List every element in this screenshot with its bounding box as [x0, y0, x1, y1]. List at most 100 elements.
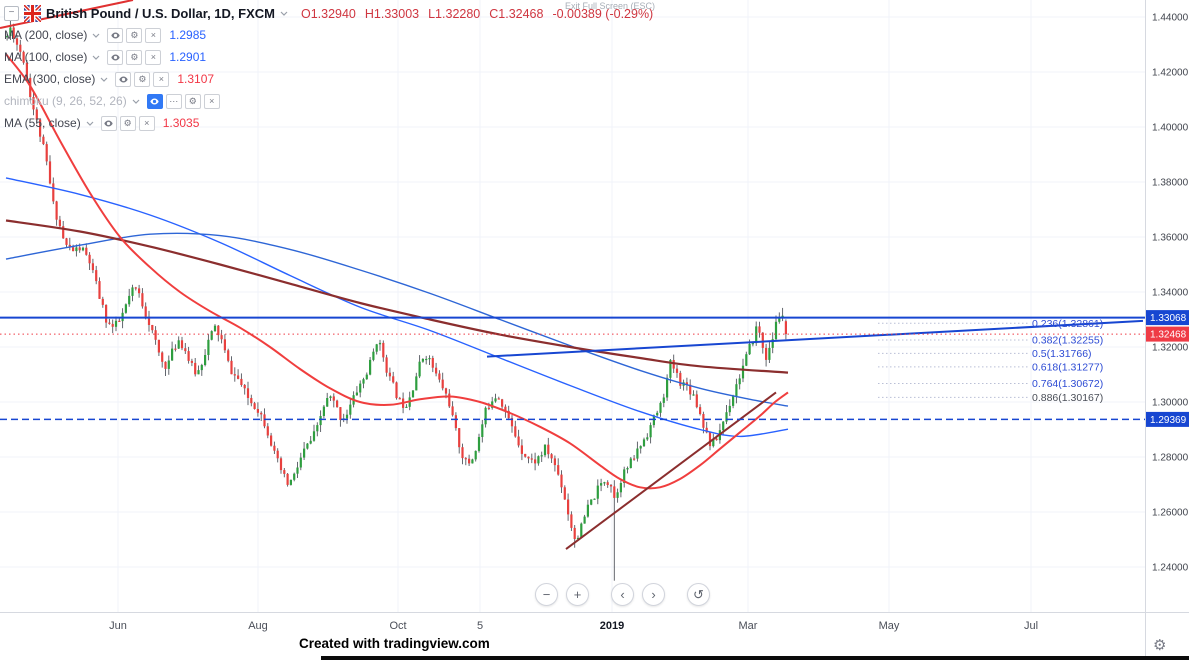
svg-text:Aug: Aug — [248, 620, 268, 632]
visibility-eye-icon[interactable] — [100, 115, 117, 131]
low-value: L1.32280 — [428, 6, 481, 21]
indicator-row-ema300: EMA (300, close) ⚙ × 1.3107 — [4, 68, 653, 90]
svg-text:1.30000: 1.30000 — [1152, 398, 1189, 409]
visibility-eye-icon[interactable] — [107, 49, 124, 65]
svg-text:1.24000: 1.24000 — [1152, 563, 1189, 574]
svg-text:1.26000: 1.26000 — [1152, 508, 1189, 519]
ma-100-line[interactable] — [5, 177, 789, 438]
zoom-out-button[interactable]: − — [535, 583, 558, 606]
settings-gear-icon[interactable]: ⚙ — [126, 27, 143, 43]
exit-fullscreen-hint[interactable]: Exit Full Screen (ESC) — [564, 1, 656, 11]
svg-text:1.44000: 1.44000 — [1152, 13, 1189, 24]
bottom-black-bar — [321, 656, 1189, 660]
symbol-title[interactable]: British Pound / U.S. Dollar, 1D, FXCM — [46, 6, 275, 21]
collapse-legend-button[interactable]: − — [4, 6, 19, 21]
svg-text:Jul: Jul — [1024, 620, 1038, 632]
indicator-row-ichimoku: chimoku (9, 26, 52, 26) ⋯ ⚙ × — [4, 90, 653, 112]
indicator-title[interactable]: MA (100, close) — [4, 50, 88, 64]
svg-text:1.34000: 1.34000 — [1152, 288, 1189, 299]
svg-text:1.38000: 1.38000 — [1152, 178, 1189, 189]
indicator-row-ma200: MA (200, close) ⚙ × 1.2985 — [4, 24, 653, 46]
ema-300-line[interactable] — [5, 219, 789, 374]
more-options-icon[interactable]: ⋯ — [165, 93, 182, 109]
grid-lines — [0, 0, 1145, 612]
visibility-eye-icon[interactable] — [115, 71, 132, 87]
chevron-down-icon[interactable] — [92, 55, 100, 60]
indicator-value: 1.2985 — [169, 28, 207, 42]
remove-indicator-icon[interactable]: × — [153, 71, 170, 87]
svg-text:Mar: Mar — [739, 620, 758, 632]
candlestick-series — [6, 18, 787, 581]
chevron-down-icon[interactable] — [100, 77, 108, 82]
svg-text:0.382(1.32255): 0.382(1.32255) — [1032, 335, 1103, 347]
t​radingview-credit: Created with tradingview.com — [299, 636, 490, 651]
scroll-left-button[interactable]: ‹ — [611, 583, 634, 606]
svg-text:Oct: Oct — [389, 620, 406, 632]
chart-navigation-toolbar: − + ‹ › ↺ — [535, 583, 710, 606]
settings-gear-icon[interactable]: ⚙ — [184, 93, 201, 109]
svg-text:1.36000: 1.36000 — [1152, 233, 1189, 244]
high-value: H1.33003 — [364, 6, 420, 21]
chevron-down-icon[interactable] — [86, 121, 94, 126]
close-value: C1.32468 — [489, 6, 544, 21]
time-axis-labels[interactable]: Jun Aug Oct 5 2019 Mar May Jul — [109, 620, 1038, 632]
visibility-eye-icon[interactable] — [107, 27, 124, 43]
svg-text:0.764(1.30672): 0.764(1.30672) — [1032, 378, 1103, 390]
indicator-title[interactable]: MA (55, close) — [4, 116, 81, 130]
settings-gear-icon[interactable]: ⚙ — [134, 71, 151, 87]
chevron-down-icon[interactable] — [280, 11, 288, 16]
symbol-row: − British Pound / U.S. Dollar, 1D, FXCM … — [4, 3, 653, 24]
change-value: -0.00389 (-0.29%) — [552, 6, 654, 21]
price-axis-tags: 1.33068 1.29369 1.32468 — [1146, 310, 1189, 427]
indicator-title[interactable]: EMA (300, close) — [4, 72, 96, 86]
indicator-title[interactable]: chimoku (9, 26, 52, 26) — [4, 94, 127, 108]
chevron-down-icon[interactable] — [92, 33, 100, 38]
remove-indicator-icon[interactable]: × — [145, 27, 162, 43]
settings-gear-icon[interactable]: ⚙ — [126, 49, 143, 65]
svg-text:1.40000: 1.40000 — [1152, 123, 1189, 134]
axis-settings-gear-icon[interactable]: ⚙ — [1153, 637, 1167, 654]
settings-gear-icon[interactable]: ⚙ — [119, 115, 136, 131]
indicator-value: 1.2901 — [169, 50, 207, 64]
svg-text:1.33068: 1.33068 — [1150, 313, 1187, 324]
visibility-eye-icon[interactable] — [146, 93, 163, 109]
fib-retracement[interactable]: 0.236(1.32861) 0.382(1.32255)0.5(1.31766)… — [878, 318, 1103, 404]
svg-text:May: May — [879, 620, 900, 632]
chevron-down-icon[interactable] — [132, 99, 140, 104]
indicator-row-ma100: MA (100, close) ⚙ × 1.2901 — [4, 46, 653, 68]
indicator-row-sma55: MA (55, close) ⚙ × 1.3035 — [4, 112, 653, 134]
gb-flag-icon — [24, 5, 41, 22]
zoom-in-button[interactable]: + — [566, 583, 589, 606]
remove-indicator-icon[interactable]: × — [145, 49, 162, 65]
svg-text:0.618(1.31277): 0.618(1.31277) — [1032, 361, 1103, 373]
svg-text:1.32468: 1.32468 — [1150, 330, 1187, 341]
remove-indicator-icon[interactable]: × — [203, 93, 220, 109]
ohlc-readout: O1.32940 H1.33003 L1.32280 C1.32468 -0.0… — [301, 7, 653, 21]
trendline-3[interactable] — [486, 319, 1144, 358]
sma-55-line[interactable] — [5, 53, 789, 490]
price-axis-labels[interactable]: 1.44000 1.42000 1.40000 1.38000 1.36000 1.340… — [1152, 13, 1189, 574]
svg-text:1.32000: 1.32000 — [1152, 343, 1189, 354]
trendline-1[interactable] — [0, 0, 134, 29]
trendline-2[interactable] — [565, 391, 777, 550]
chart-legend: − British Pound / U.S. Dollar, 1D, FXCM … — [4, 3, 653, 134]
svg-text:2019: 2019 — [600, 620, 624, 632]
indicator-value: 1.3035 — [162, 116, 200, 130]
reset-chart-button[interactable]: ↺ — [687, 583, 710, 606]
remove-indicator-icon[interactable]: × — [138, 115, 155, 131]
indicator-value: 1.3107 — [177, 72, 215, 86]
svg-text:1.29369: 1.29369 — [1150, 415, 1187, 426]
svg-text:Jun: Jun — [109, 620, 127, 632]
indicator-title[interactable]: MA (200, close) — [4, 28, 88, 42]
svg-text:0.5(1.31766): 0.5(1.31766) — [1032, 348, 1092, 360]
svg-text:0.236(1.32861): 0.236(1.32861) — [1032, 318, 1103, 330]
svg-text:5: 5 — [477, 620, 483, 632]
svg-text:1.28000: 1.28000 — [1152, 453, 1189, 464]
scroll-right-button[interactable]: › — [642, 583, 665, 606]
svg-text:0.886(1.30167): 0.886(1.30167) — [1032, 392, 1103, 404]
open-value: O1.32940 — [300, 6, 356, 21]
svg-text:1.42000: 1.42000 — [1152, 68, 1189, 79]
ma-200-line[interactable] — [5, 232, 789, 407]
